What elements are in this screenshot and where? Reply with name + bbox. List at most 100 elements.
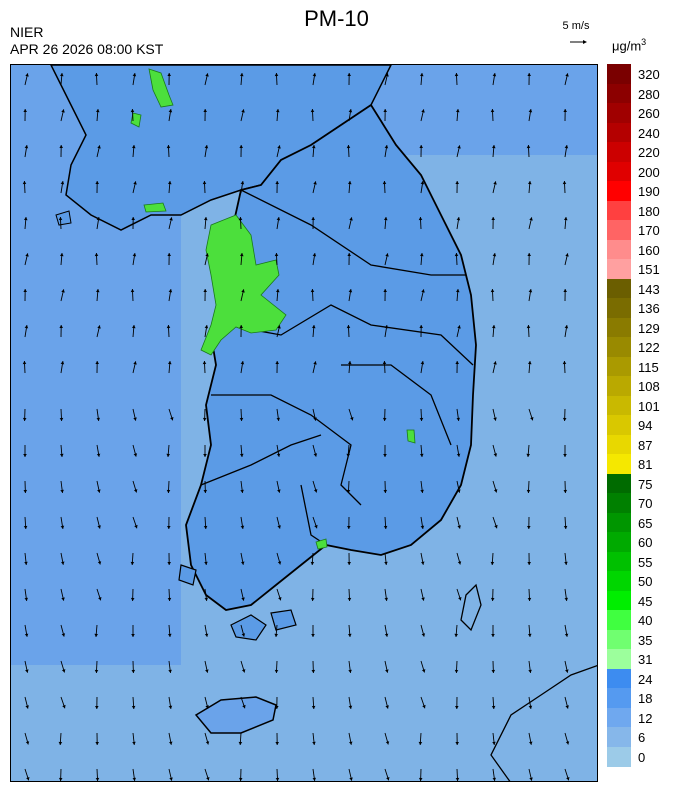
legend-label: 129 <box>638 320 660 336</box>
legend-label: 190 <box>638 184 660 199</box>
wind-arrow-head <box>61 109 65 113</box>
wind-arrow-head <box>564 145 569 149</box>
wind-arrow-head <box>275 742 279 745</box>
wind-arrow-head <box>491 669 496 673</box>
wind-arrow-head <box>455 706 459 709</box>
wind-arrow-head <box>240 181 245 185</box>
legend-swatch <box>607 298 631 318</box>
legend-swatch <box>607 64 631 84</box>
wind-arrow-head <box>24 145 29 149</box>
wind-arrow-head <box>168 109 173 113</box>
wind-arrow-head <box>455 777 460 781</box>
wind-arrow-head <box>384 597 388 601</box>
wind-arrow-head <box>312 253 317 257</box>
wind-arrow-head <box>132 741 136 745</box>
wind-arrow-head <box>23 525 28 529</box>
wind-arrow-head <box>490 289 495 293</box>
wind-arrow-head <box>346 145 351 149</box>
wind-arrow-head <box>204 145 209 149</box>
wind-arrow-head <box>60 361 65 365</box>
wind-arrow-head <box>457 325 461 329</box>
wind-arrow-head <box>166 145 171 149</box>
wind-arrow-head <box>384 633 389 637</box>
wind-arrow-head <box>132 777 136 781</box>
wind-arrow-head <box>59 325 63 328</box>
legend-label: 75 <box>638 476 653 492</box>
wind-arrow-head <box>23 489 28 493</box>
wind-arrow-head <box>456 417 460 421</box>
wind-arrow-head <box>454 669 459 673</box>
wind-arrow-head <box>275 777 280 781</box>
wind-arrow-head <box>348 181 352 185</box>
province-border-5 <box>341 364 452 446</box>
wind-arrow-head <box>240 489 244 493</box>
wind-arrow-head <box>312 145 316 149</box>
wind-arrow-head <box>240 73 244 77</box>
wind-arrow-head <box>134 524 138 529</box>
wind-arrow-head <box>348 109 353 113</box>
legend-swatch <box>607 727 631 747</box>
wind-arrow-head <box>203 289 207 292</box>
wind-arrow-head <box>94 73 99 77</box>
wind-arrow-head <box>458 597 462 601</box>
wind-arrow-head <box>61 633 66 637</box>
legend-label: 31 <box>638 652 653 667</box>
legend-swatch <box>607 259 631 279</box>
wind-arrow-head <box>203 525 208 529</box>
legend-label: 151 <box>638 262 660 277</box>
wind-arrow-head <box>95 742 99 745</box>
wind-arrow-head <box>25 253 29 257</box>
legend-label: 0 <box>638 749 646 765</box>
wind-arrow-head <box>25 705 29 709</box>
wind-arrow-head <box>526 453 530 457</box>
high-pm-north-2 <box>130 112 142 128</box>
map-title: PM-10 <box>304 6 369 31</box>
wind-arrow-head <box>566 777 570 781</box>
wind-arrow-head <box>311 634 315 637</box>
wind-arrow-head <box>238 777 243 781</box>
wind-arrow-head <box>493 489 498 493</box>
wind-arrow-head <box>24 633 29 637</box>
wind-arrow-head <box>130 109 135 113</box>
legend-label: 200 <box>638 164 660 180</box>
wind-arrow-head <box>347 73 351 76</box>
legend-label: 260 <box>638 106 660 121</box>
wind-arrow-head <box>133 417 137 421</box>
wind-arrow-head <box>383 109 387 112</box>
wind-arrow-head <box>310 561 315 565</box>
wind-arrow-head <box>494 524 498 529</box>
wind-arrow-head <box>130 561 135 565</box>
legend-swatch <box>607 181 631 201</box>
wind-arrow-head <box>205 741 210 745</box>
wind-arrow-head <box>97 561 102 565</box>
legend-swatch <box>607 239 631 260</box>
legend-swatch <box>607 571 631 591</box>
wind-arrow-head <box>131 634 135 637</box>
province-border-1 <box>240 189 466 276</box>
wind-arrow-head <box>168 705 173 709</box>
wind-arrow-head <box>202 181 207 185</box>
wind-arrow-head <box>347 526 351 529</box>
tsushima-island <box>460 583 482 632</box>
wind-arrow-head <box>313 453 318 457</box>
wind-arrow-head <box>167 526 171 529</box>
legend-swatch <box>607 746 631 767</box>
wind-arrow-head <box>167 597 172 601</box>
wind-arrow-head <box>490 109 495 113</box>
wind-arrow-head <box>310 289 315 293</box>
wind-arrow-head <box>493 453 498 457</box>
pm10-map[interactable] <box>10 64 598 782</box>
wind-arrow-head <box>276 453 281 457</box>
wind-arrow-head <box>346 325 351 329</box>
wind-arrow-head <box>385 741 390 745</box>
legend-label: 180 <box>638 203 660 219</box>
wind-arrow-head <box>313 181 317 185</box>
wind-arrow-head <box>382 417 387 421</box>
legend-swatch <box>607 434 631 455</box>
legend-swatch <box>607 161 631 182</box>
wind-arrow-head <box>204 561 208 565</box>
wind-arrow-head <box>60 525 65 529</box>
wind-arrow-head <box>133 361 137 365</box>
wind-arrow-head <box>277 561 282 565</box>
wind-arrow-head <box>275 181 279 184</box>
